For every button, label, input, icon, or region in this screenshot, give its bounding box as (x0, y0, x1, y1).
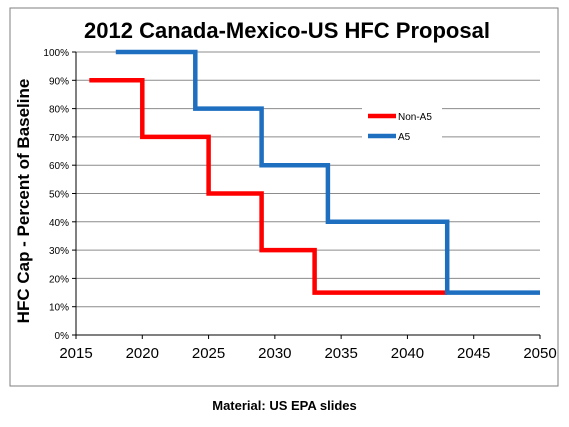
source-caption: Material: US EPA slides (212, 398, 357, 413)
y-tick-label: 80% (49, 105, 69, 116)
y-tick-label: 20% (49, 274, 69, 285)
x-tick-label: 2025 (192, 345, 225, 362)
axes: 0% 10% 20% 30% 40% 50% 60% 70% 80% 90% 100% 2015 202… (43, 48, 556, 362)
legend-label: Non-A5 (398, 112, 432, 123)
x-tick-label: 2040 (391, 345, 424, 362)
y-tick-label: 10% (49, 303, 69, 314)
series-lines (89, 49, 540, 295)
y-tick-label: 70% (49, 133, 69, 144)
y-tick-label: 100% (43, 48, 69, 59)
y-tick-label: 0% (55, 331, 70, 342)
legend-label: A5 (398, 132, 411, 143)
x-tick-label: 2035 (324, 345, 357, 362)
series-line-non-a5 (89, 78, 448, 295)
legend-box (362, 102, 442, 150)
y-tick-label: 40% (49, 218, 69, 229)
x-tick-label: 2030 (258, 345, 291, 362)
x-tick-label: 2045 (457, 345, 490, 362)
y-tick-label: 50% (49, 190, 69, 201)
y-axis-label: HFC Cap - Percent of Baseline (14, 79, 33, 324)
chart-title: 2012 Canada-Mexico-US HFC Proposal (84, 18, 490, 43)
series-line-a5 (115, 49, 540, 295)
chart-border (9, 7, 559, 387)
x-tick-label: 2050 (523, 345, 556, 362)
x-tick-label: 2020 (126, 345, 159, 362)
y-tick-label: 90% (49, 76, 69, 87)
legend: Non-A5 A5 (362, 102, 442, 150)
x-tick-label: 2015 (59, 345, 92, 362)
y-tick-label: 60% (49, 161, 69, 172)
y-tick-label: 30% (49, 246, 69, 257)
